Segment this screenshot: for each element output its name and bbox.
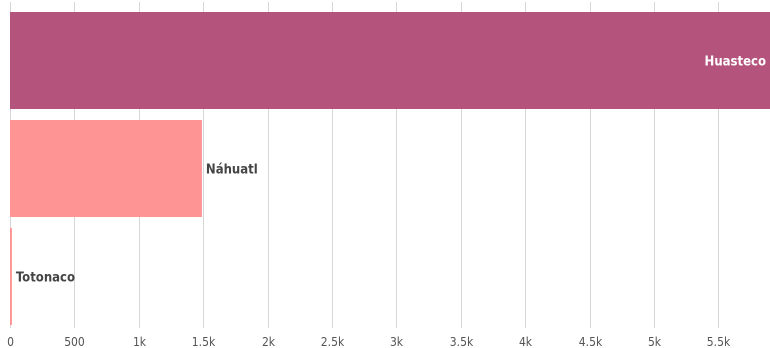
bar-label: Náhuatl [206, 163, 258, 178]
x-tick-label: 4k [519, 335, 533, 348]
x-tick-label: 0 [7, 335, 14, 348]
x-tick-label: 1k [133, 335, 147, 348]
bar-label: Huasteco [705, 55, 766, 70]
bar-huasteco [10, 12, 770, 109]
x-tick-label: 2k [262, 335, 276, 348]
x-tick-label: 5.5k [707, 335, 731, 348]
bar-totonaco [10, 228, 12, 325]
x-tick-label: 500 [64, 335, 85, 348]
x-tick-label: 2.5k [321, 335, 345, 348]
bar-labels: Huasteco Náhuatl Totonaco [16, 55, 766, 286]
x-tick-label: 3.5k [450, 335, 474, 348]
bar-label: Totonaco [16, 271, 75, 286]
x-tick-label: 4.5k [579, 335, 603, 348]
bar-n-huatl [10, 120, 202, 217]
x-tick-label: 5k [648, 335, 662, 348]
x-tick-label: 3k [390, 335, 404, 348]
x-axis: 0 500 1k 1.5k 2k 2.5k 3k 3.5k 4k 4.5k 5k 5.5k [7, 335, 731, 348]
x-tick-label: 1.5k [192, 335, 216, 348]
bars [10, 12, 770, 325]
